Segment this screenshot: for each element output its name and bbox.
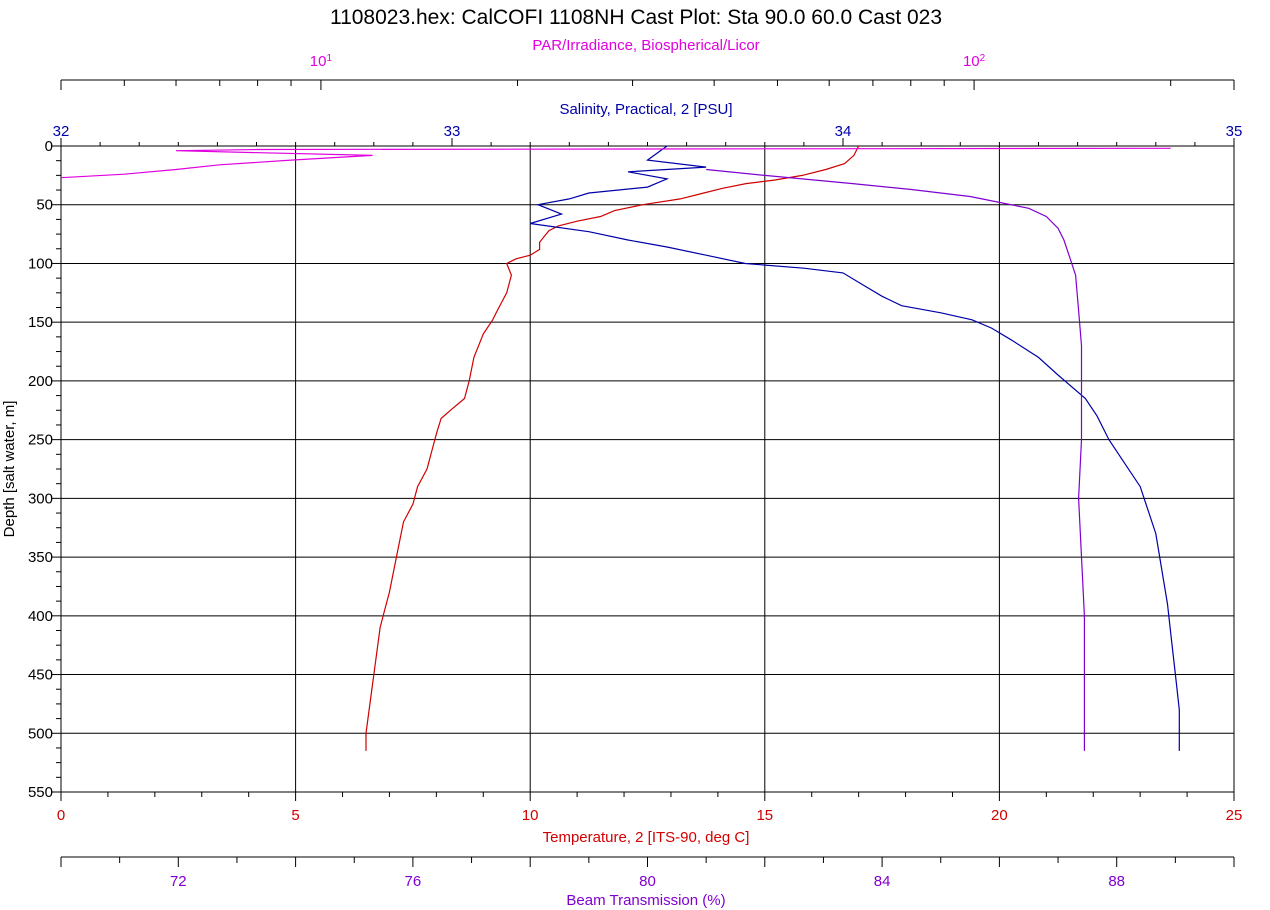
temperature-profile-line	[365, 145, 860, 751]
par-axis-label: PAR/Irradiance, Biospherical/Licor	[532, 37, 759, 54]
depth-tick-label: 550	[28, 784, 53, 801]
depth-tick-label: 50	[36, 197, 53, 214]
salinity-profile-line	[530, 145, 1180, 751]
temperature-tick-label: 5	[291, 807, 299, 824]
depth-tick-label: 150	[28, 314, 53, 331]
depth-axis-label: Depth [salt water, m]	[1, 401, 18, 538]
salinity-tick-label: 34	[835, 123, 852, 140]
beam-tick-label: 84	[874, 873, 891, 890]
par-profile-line	[60, 147, 1171, 179]
chart-title: 1108023.hex: CalCOFI 1108NH Cast Plot: S…	[330, 6, 942, 29]
salinity-tick-label: 33	[444, 123, 461, 140]
salinity-tick-label: 35	[1226, 123, 1243, 140]
salinity-axis-ticks: 32 33 34 35	[53, 123, 1243, 146]
depth-axis-ticks: 0 50 100 150 200 250 300 350 400 450 500 550	[28, 138, 61, 801]
beam-profile-line	[706, 168, 1086, 751]
depth-tick-label: 100	[28, 255, 53, 272]
beam-axis-ticks: 72 76 80 84 88	[60, 857, 1235, 890]
depth-tick-label: 450	[28, 667, 53, 684]
par-tick-label: 101	[310, 53, 333, 71]
beam-axis-label: Beam Transmission (%)	[566, 892, 725, 909]
beam-tick-label: 76	[405, 873, 422, 890]
salinity-tick-label: 32	[53, 123, 70, 140]
beam-tick-label: 88	[1108, 873, 1125, 890]
depth-tick-label: 200	[28, 373, 53, 390]
depth-tick-label: 250	[28, 432, 53, 449]
depth-tick-label: 350	[28, 549, 53, 566]
data-series	[60, 145, 1180, 751]
beam-tick-label: 72	[170, 873, 187, 890]
beam-tick-label: 80	[639, 873, 656, 890]
temperature-tick-label: 10	[522, 807, 539, 824]
grid-lines	[60, 145, 1235, 793]
temperature-tick-label: 25	[1226, 807, 1243, 824]
depth-tick-label: 300	[28, 490, 53, 507]
salinity-axis-label: Salinity, Practical, 2 [PSU]	[559, 101, 732, 118]
temperature-axis-ticks: 0 5 10 15 20 25	[57, 792, 1243, 824]
depth-tick-label: 0	[45, 138, 53, 155]
par-axis-ticks: 101 102	[60, 53, 1235, 90]
depth-tick-label: 400	[28, 608, 53, 625]
plot-area	[60, 145, 1235, 793]
temperature-axis-label: Temperature, 2 [ITS-90, deg C]	[543, 829, 750, 846]
depth-tick-label: 500	[28, 725, 53, 742]
par-tick-label: 102	[963, 53, 986, 71]
temperature-tick-label: 20	[991, 807, 1008, 824]
temperature-tick-label: 0	[57, 807, 65, 824]
temperature-tick-label: 15	[756, 807, 773, 824]
